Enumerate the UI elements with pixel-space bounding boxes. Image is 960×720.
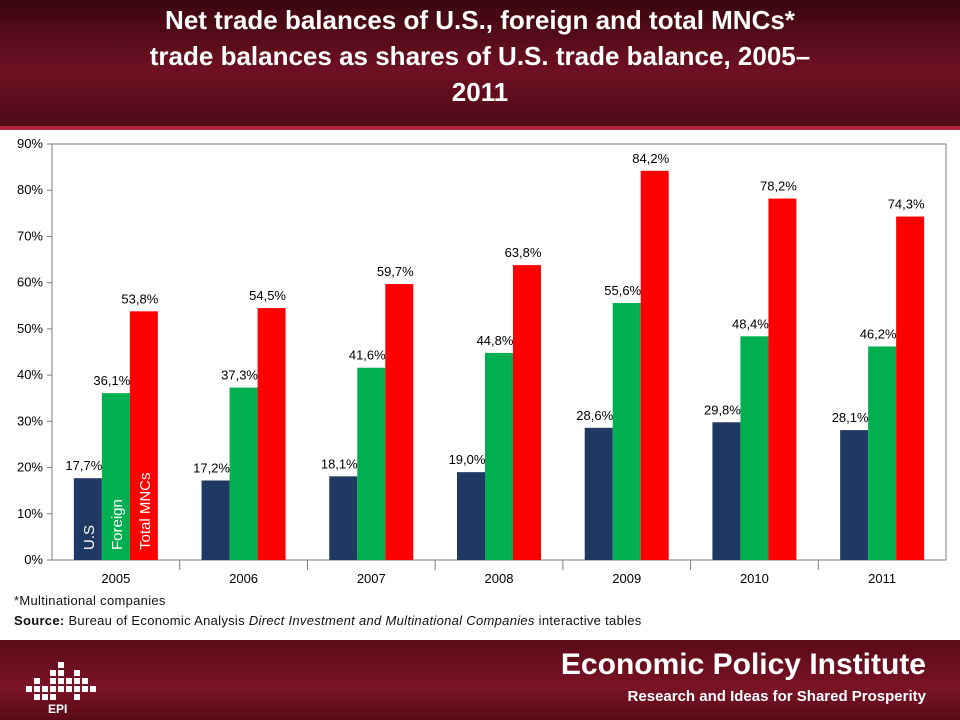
- source-note: Source: Bureau of Economic Analysis Dire…: [14, 613, 642, 628]
- y-tick-label: 60%: [17, 275, 43, 290]
- y-tick-label: 70%: [17, 228, 43, 243]
- data-label: 28,6%: [576, 408, 613, 423]
- chart-area: 0% 10% 20% 30% 40% 50% 60% 70% 80% 90% 2005 17,7% 36…: [2, 130, 958, 630]
- bar: [612, 303, 641, 560]
- y-tick-label: 40%: [17, 367, 43, 382]
- epi-logo-icon: [26, 662, 96, 700]
- footer-band: EPI Economic Policy Institute Research a…: [0, 640, 960, 720]
- source-label: Source:: [14, 613, 65, 628]
- source-text-1: Bureau of Economic Analysis: [68, 613, 249, 628]
- x-tick-label: 2011: [868, 571, 896, 586]
- data-label: 36,1%: [93, 373, 130, 388]
- logo-label: EPI: [48, 702, 68, 716]
- bar: [457, 472, 485, 560]
- source-title: Direct Investment and Multinational Comp…: [248, 613, 535, 628]
- y-tick-label: 10%: [17, 506, 43, 521]
- data-label: 17,2%: [193, 460, 230, 475]
- y-tick-label: 80%: [17, 182, 43, 197]
- bar: [485, 352, 513, 560]
- org-tagline: Research and Ideas for Shared Prosperity: [627, 688, 926, 705]
- data-label: 55,6%: [604, 283, 641, 298]
- data-label: 29,8%: [704, 402, 741, 417]
- data-label: 37,3%: [221, 368, 258, 383]
- bar: [712, 422, 741, 560]
- bar: [584, 427, 613, 560]
- y-tick-label: 90%: [17, 136, 43, 151]
- x-tick-label: 2007: [357, 571, 386, 586]
- data-label: 84,2%: [632, 151, 669, 166]
- data-label: 78,2%: [760, 179, 797, 194]
- x-tick-label: 2005: [101, 571, 130, 586]
- y-tick-label: 20%: [17, 460, 43, 475]
- data-label: 74,3%: [888, 197, 925, 212]
- x-tick-label: 2009: [612, 571, 641, 586]
- bar: [229, 387, 258, 560]
- series-legend-label: U.S: [81, 525, 98, 550]
- org-name: Economic Policy Institute: [560, 648, 926, 681]
- source-text-2: interactive tables: [534, 613, 642, 628]
- data-label: 41,6%: [349, 348, 386, 363]
- bar: [73, 478, 102, 560]
- data-label: 17,7%: [65, 458, 102, 473]
- data-label: 59,7%: [377, 264, 414, 279]
- bar: [385, 284, 414, 560]
- data-label: 46,2%: [860, 326, 897, 341]
- bar: [740, 336, 769, 560]
- bar: [329, 476, 358, 560]
- y-tick-label: 30%: [17, 413, 43, 428]
- bar: [129, 311, 158, 560]
- header-divider: [0, 126, 960, 130]
- data-label: 28,1%: [832, 410, 869, 425]
- data-label: 18,1%: [321, 456, 358, 471]
- header-band: [0, 0, 960, 128]
- series-legend-label: Total MNCs: [137, 472, 154, 550]
- footnote: *Multinational companies: [14, 593, 166, 608]
- bar: [201, 480, 230, 560]
- x-tick-label: 2006: [229, 571, 258, 586]
- bar: [640, 170, 669, 560]
- bar-chart: 0% 10% 20% 30% 40% 50% 60% 70% 80% 90% 2005 17,7% 36…: [17, 136, 947, 586]
- bar: [840, 430, 869, 560]
- bar: [868, 346, 897, 560]
- x-tick-label: 2010: [740, 571, 769, 586]
- bar: [513, 265, 541, 560]
- x-tick-label: 2008: [485, 571, 514, 586]
- bar: [257, 308, 286, 560]
- slide-title: Net trade balances of U.S., foreign and …: [149, 5, 811, 107]
- data-label: 48,4%: [732, 316, 769, 331]
- data-label: 54,5%: [249, 288, 286, 303]
- y-tick-label: 0%: [24, 552, 43, 567]
- bar: [896, 216, 925, 560]
- data-label: 53,8%: [121, 291, 158, 306]
- data-label: 44,8%: [477, 333, 514, 348]
- data-label: 19,0%: [449, 452, 486, 467]
- data-label: 63,8%: [505, 245, 542, 260]
- bar: [357, 367, 386, 560]
- bar: [768, 198, 797, 560]
- bar: [101, 393, 130, 560]
- series-legend-label: Foreign: [109, 499, 126, 550]
- y-tick-label: 50%: [17, 321, 43, 336]
